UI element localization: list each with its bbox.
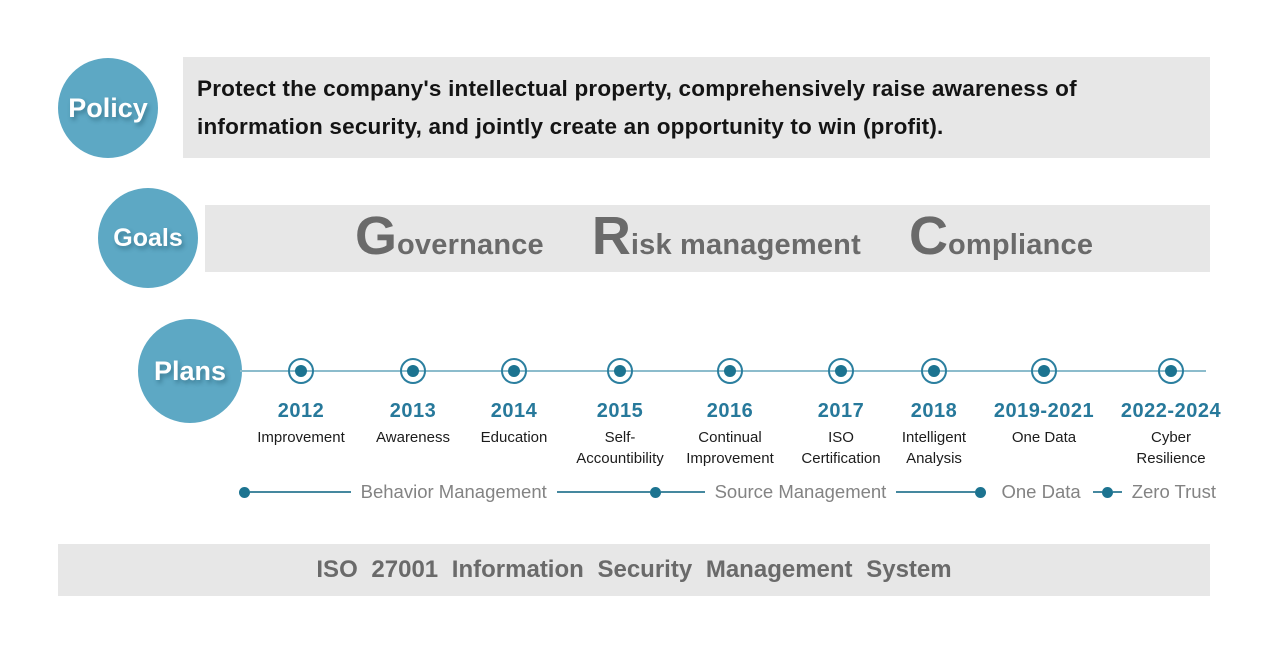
phase-line [556, 491, 650, 493]
timeline-milestone: 2019-2021 One Data [969, 358, 1119, 448]
milestone-label: One Data [1011, 429, 1077, 446]
policy-statement-box: Protect the company's intellectual prope… [183, 57, 1210, 158]
milestone-year: 2022-2024 [1120, 400, 1222, 422]
timeline-milestone: 2018 Intelligent Analysis [859, 358, 1009, 469]
timeline-milestone: 2016 Continual Improvement [655, 358, 805, 469]
iso-footer-text: ISO 27001 Information Security Managemen… [316, 556, 952, 583]
milestone-marker-icon [288, 358, 314, 384]
milestone-dot-icon [928, 365, 940, 377]
goals-badge: Goals [98, 188, 198, 288]
phase-label-behavior-management: Behavior Management [360, 481, 547, 502]
milestone-label: Self- Accountibility [576, 429, 664, 467]
milestone-dot-icon [508, 365, 520, 377]
timeline-milestone: 2017 ISO Certification [766, 358, 916, 469]
milestone-year: 2012 [277, 400, 325, 422]
goals-badge-label: Goals [113, 223, 183, 252]
phase-label-one-data: One Data [1001, 481, 1081, 502]
milestone-year: 2015 [596, 400, 644, 422]
phase-line [896, 491, 975, 493]
policy-badge: Policy [58, 58, 158, 158]
phase-dot-icon [649, 486, 661, 498]
goal-compliance-initial: C [908, 206, 948, 266]
milestone-label: Continual Improvement [686, 429, 774, 467]
milestone-label: Education [480, 429, 548, 446]
policy-statement-text: Protect the company's intellectual prope… [197, 75, 1077, 139]
milestone-marker-icon [501, 358, 527, 384]
milestone-marker-icon [717, 358, 743, 384]
phase-line [250, 491, 351, 493]
milestone-year: 2017 [817, 400, 865, 422]
timeline-milestone: 2015 Self- Accountibility [545, 358, 695, 469]
milestone-dot-icon [295, 365, 307, 377]
milestone-dot-icon [1165, 365, 1177, 377]
milestone-marker-icon [921, 358, 947, 384]
milestone-marker-icon [607, 358, 633, 384]
milestone-dot-icon [724, 365, 736, 377]
milestone-year: 2013 [389, 400, 437, 422]
goal-governance-rest: overnance [397, 229, 544, 261]
phase-line [1112, 491, 1122, 493]
milestone-label: Cyber Resilience [1136, 429, 1206, 467]
milestone-dot-icon [614, 365, 626, 377]
plans-badge: Plans [138, 319, 242, 423]
phase-line [660, 491, 705, 493]
milestone-year: 2016 [706, 400, 754, 422]
goal-risk-initial: R [591, 206, 631, 266]
milestone-dot-icon [1038, 365, 1050, 377]
phase-line [1092, 491, 1102, 493]
milestone-label: Intelligent Analysis [901, 429, 967, 467]
milestone-dot-icon [407, 365, 419, 377]
milestone-marker-icon [1031, 358, 1057, 384]
phase-dot-icon [974, 486, 986, 498]
iso-footer-bar: ISO 27001 Information Security Managemen… [58, 544, 1210, 596]
goal-governance-initial: G [355, 206, 398, 266]
milestone-year: 2018 [910, 400, 958, 422]
phase-row: Behavior Management Source Management On… [239, 481, 1226, 502]
milestone-marker-icon [400, 358, 426, 384]
milestone-marker-icon [828, 358, 854, 384]
milestone-year: 2019-2021 [993, 400, 1095, 422]
timeline-milestone: 2012 Improvement [226, 358, 376, 448]
timeline-milestone: 2013 Awareness [338, 358, 488, 448]
milestone-label: Awareness [376, 429, 450, 446]
timeline-milestone: 2014 Education [439, 358, 589, 448]
milestone-label: ISO Certification [801, 429, 881, 467]
phase-label-zero-trust: Zero Trust [1131, 481, 1216, 502]
goal-risk-rest: isk management [630, 229, 861, 261]
milestone-label: Improvement [257, 429, 345, 446]
milestone-marker-icon [1158, 358, 1184, 384]
milestone-year: 2014 [490, 400, 538, 422]
phase-dot-icon [239, 486, 250, 498]
phase-label-source-management: Source Management [714, 481, 887, 502]
goal-compliance-rest: ompliance [947, 229, 1094, 261]
policy-badge-label: Policy [68, 92, 148, 123]
milestone-dot-icon [835, 365, 847, 377]
phase-dot-icon [1101, 486, 1113, 498]
timeline-milestone: 2022-2024 Cyber Resilience [1096, 358, 1246, 469]
plans-badge-label: Plans [153, 355, 227, 386]
